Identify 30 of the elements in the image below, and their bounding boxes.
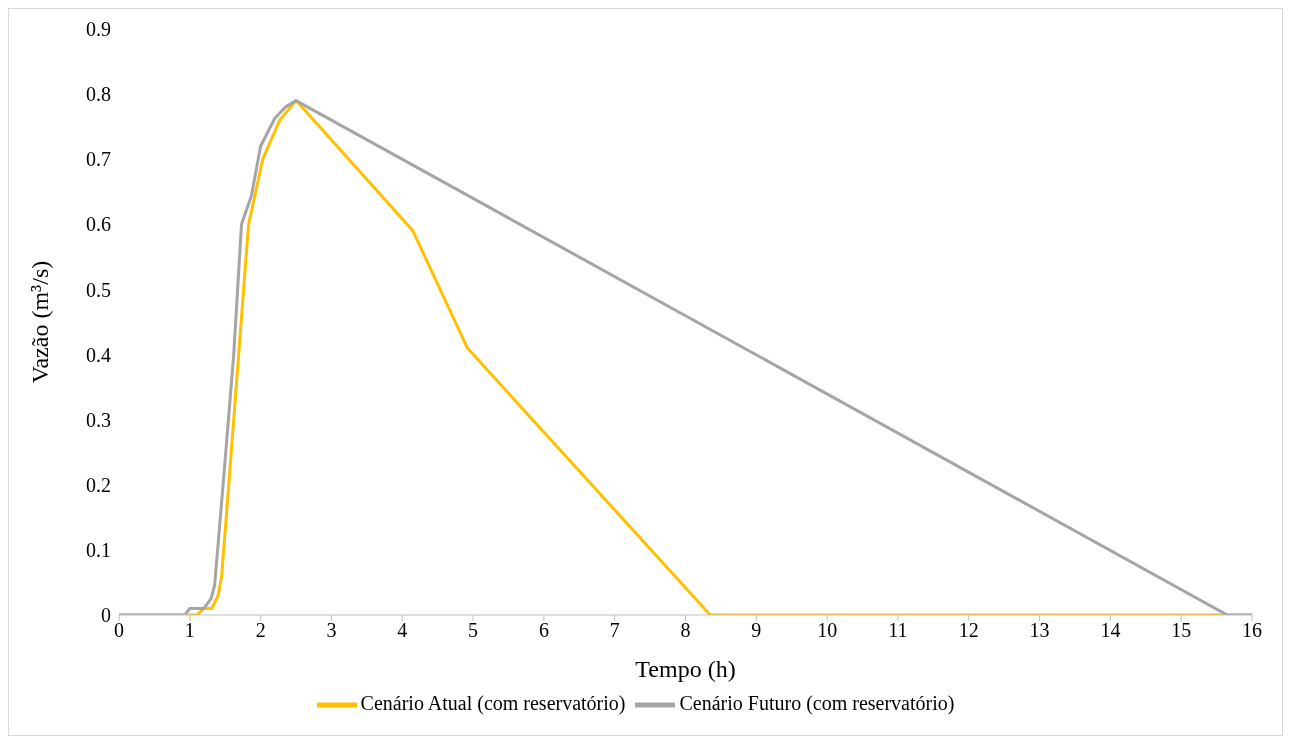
y-tick-label: 0.9 <box>86 18 111 41</box>
x-tick-label: 7 <box>609 619 620 642</box>
y-tick-label: 0.7 <box>86 148 111 171</box>
y-tick-label: 0.4 <box>86 343 111 366</box>
x-tick-label: 16 <box>1242 619 1262 642</box>
x-tick-label: 11 <box>888 619 908 642</box>
x-tick-label: 6 <box>538 619 549 642</box>
y-tick-label: 0 <box>101 604 111 627</box>
x-tick-label: 1 <box>184 619 195 642</box>
x-tick-label: 10 <box>817 619 838 642</box>
x-tick-label: 4 <box>397 619 408 642</box>
y-tick-label: 0.8 <box>86 83 111 106</box>
x-tick-label: 9 <box>751 619 762 642</box>
x-tick-label: 13 <box>1029 619 1050 642</box>
y-tick-label: 0.6 <box>86 213 111 236</box>
x-tick-label: 3 <box>326 619 337 642</box>
y-axis-title: Vazão (m³/s) <box>26 260 53 384</box>
legend-label: Cenário Futuro (com reservatório) <box>679 691 955 714</box>
x-tick-label: 15 <box>1171 619 1192 642</box>
y-tick-label: 0.1 <box>86 538 111 561</box>
y-tick-label: 0.5 <box>86 278 111 301</box>
x-tick-label: 8 <box>680 619 691 642</box>
x-axis-title: Tempo (h) <box>635 656 736 682</box>
y-tick-label: 0.2 <box>86 473 111 496</box>
legend-label: Cenário Atual (com reservatório) <box>360 691 626 714</box>
x-tick-label: 14 <box>1100 619 1121 642</box>
x-tick-label: 5 <box>468 619 479 642</box>
y-tick-label: 0.3 <box>86 408 111 431</box>
x-tick-label: 2 <box>255 619 266 642</box>
x-tick-label: 12 <box>958 619 979 642</box>
